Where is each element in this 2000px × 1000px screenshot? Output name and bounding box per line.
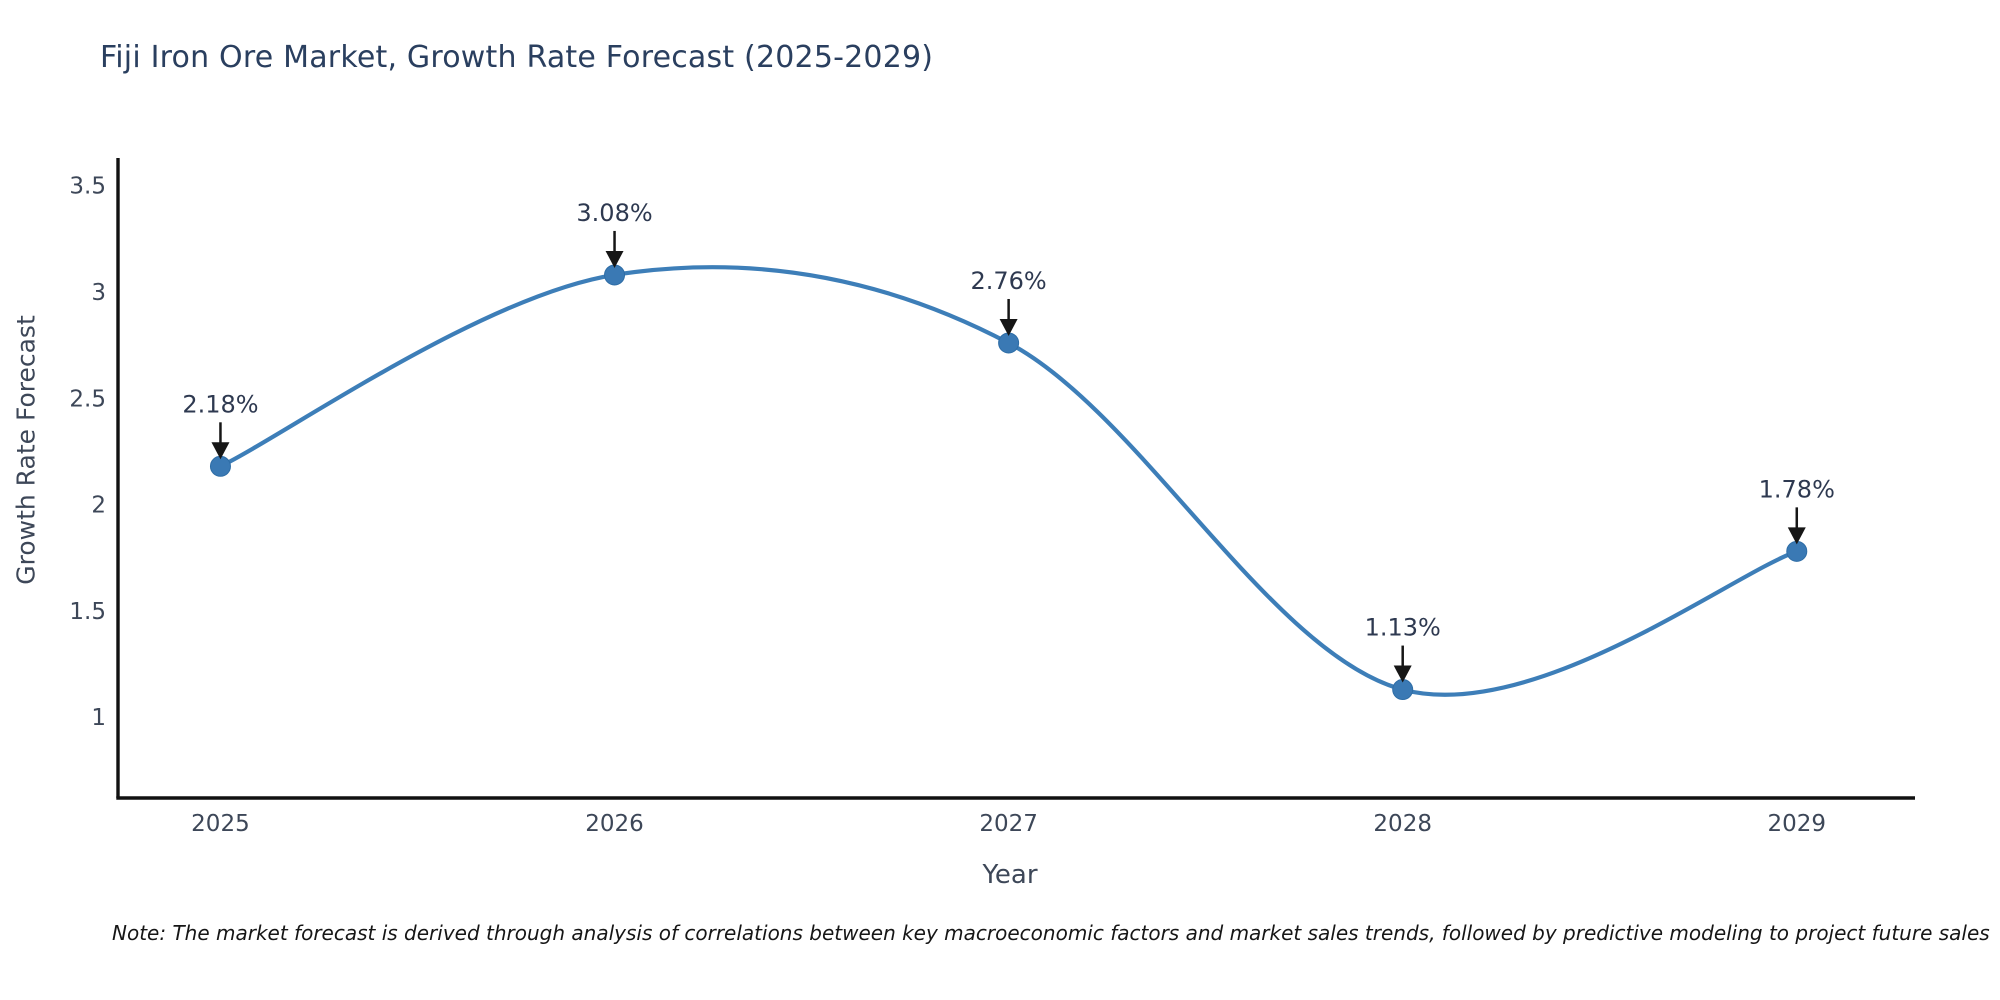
x-tick-label: 2029 — [1768, 811, 1827, 837]
data-point-label: 2.18% — [182, 390, 258, 418]
y-tick-label: 2.5 — [69, 386, 106, 412]
y-tick-label: 1.5 — [69, 599, 106, 625]
annotation-arrowhead — [1393, 665, 1412, 683]
y-axis-title: Growth Rate Forecast — [11, 315, 41, 585]
x-axis-title: Year — [982, 860, 1038, 890]
y-tick-label: 3.5 — [69, 174, 106, 200]
chart-title: Fiji Iron Ore Market, Growth Rate Foreca… — [100, 40, 934, 75]
y-tick-label: 1 — [91, 705, 106, 731]
annotation-arrowhead — [1787, 527, 1806, 545]
x-tick-label: 2026 — [585, 811, 644, 837]
x-tick-label: 2027 — [979, 811, 1038, 837]
data-point-label: 1.13% — [1365, 614, 1441, 642]
annotation-arrowhead — [605, 250, 624, 268]
data-point-label: 3.08% — [576, 199, 652, 227]
annotation-arrowhead — [999, 318, 1018, 336]
annotation-arrowhead — [211, 442, 230, 460]
y-tick-label: 3 — [91, 280, 106, 306]
data-point-label: 2.76% — [970, 267, 1046, 295]
y-tick-label: 2 — [91, 493, 106, 519]
data-point-label: 1.78% — [1759, 475, 1835, 503]
x-tick-label: 2025 — [191, 811, 250, 837]
footnote: Note: The market forecast is derived thr… — [112, 921, 1990, 945]
x-tick-label: 2028 — [1373, 811, 1432, 837]
